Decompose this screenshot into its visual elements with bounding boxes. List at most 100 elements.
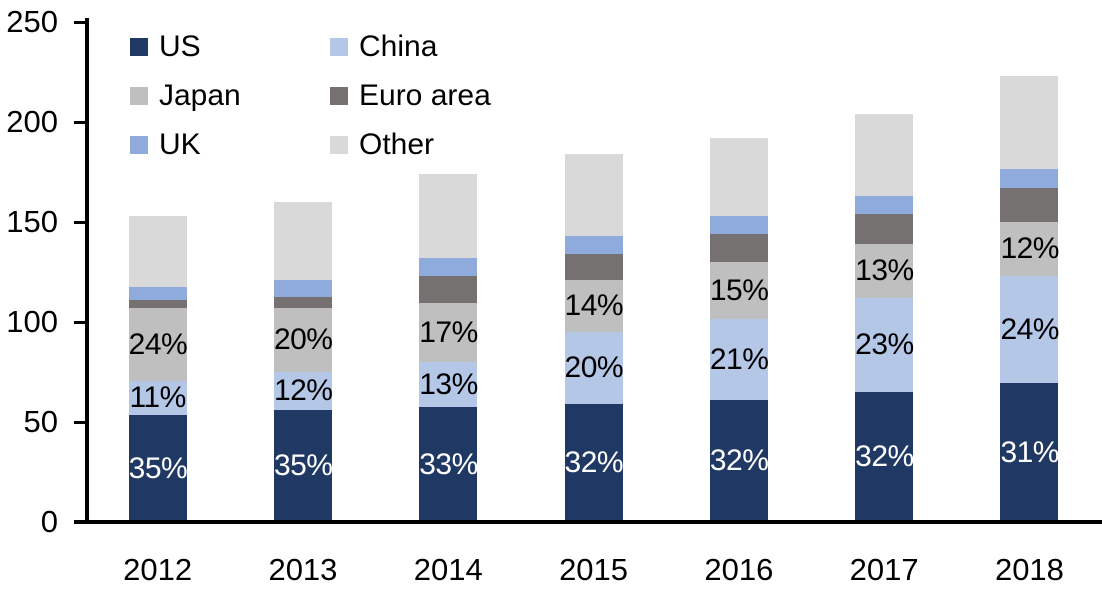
segment-us-2013: 35%	[273, 410, 333, 522]
y-axis-tick	[74, 120, 86, 124]
segment-japan-2018: 12%	[1000, 222, 1059, 276]
segment-uk-2016	[709, 216, 768, 234]
segment-label-china-2018: 24%	[1000, 312, 1059, 346]
segment-label-china-2017: 23%	[855, 328, 914, 361]
segment-euro-area-2017	[855, 214, 914, 244]
segment-uk-2013	[273, 280, 332, 297]
segment-other-2017	[855, 114, 914, 196]
segment-label-china-2016: 21%	[709, 342, 769, 376]
y-axis-tick	[74, 320, 86, 324]
y-axis-tick-label: 150	[6, 204, 58, 239]
y-axis-tick	[74, 20, 86, 24]
segment-uk-2015	[564, 236, 623, 254]
y-axis-tick-label: 250	[6, 4, 58, 39]
segment-japan-2014: 17%	[419, 303, 478, 362]
legend-label-japan: Japan	[159, 78, 241, 112]
y-axis-tick-label: 50	[23, 404, 58, 439]
legend-swatch-euro-area	[330, 86, 348, 105]
legend: US China Japan Euro area UK Other	[130, 22, 491, 169]
y-axis-tick	[74, 420, 86, 424]
segment-china-2013: 12%	[273, 372, 333, 410]
segment-japan-2013: 20%	[273, 308, 333, 372]
segment-other-2013	[273, 202, 332, 280]
legend-item-other: Other	[330, 120, 491, 169]
legend-swatch-us	[130, 37, 148, 56]
segment-label-us-2015: 32%	[564, 446, 624, 479]
segment-us-2015: 32%	[564, 404, 624, 522]
segment-euro-area-2018	[1000, 188, 1059, 222]
legend-label-uk: UK	[159, 127, 201, 161]
legend-item-us: US	[130, 22, 330, 71]
x-axis-label-2018: 2018	[994, 552, 1064, 587]
y-axis-tick	[74, 220, 86, 224]
y-axis-tick-label: 200	[6, 104, 58, 139]
legend-item-euro-area: Euro area	[330, 71, 491, 120]
segment-euro-area-2014	[419, 276, 478, 303]
segment-uk-2017	[855, 196, 914, 214]
segment-japan-2015: 14%	[564, 280, 624, 332]
segment-label-japan-2016: 15%	[709, 273, 769, 307]
legend-label-euro-area: Euro area	[359, 78, 491, 112]
segment-label-china-2013: 12%	[273, 374, 333, 407]
segment-label-japan-2018: 12%	[1000, 232, 1059, 265]
legend-swatch-uk	[130, 135, 148, 154]
segment-label-china-2014: 13%	[419, 367, 478, 401]
legend-item-uk: UK	[130, 120, 330, 169]
legend-label-china: China	[359, 29, 438, 63]
legend-item-japan: Japan	[130, 71, 330, 120]
x-axis-label-2012: 2012	[123, 552, 193, 587]
segment-china-2018: 24%	[1000, 276, 1059, 383]
segment-uk-2012	[128, 287, 187, 300]
segment-china-2015: 20%	[564, 332, 624, 404]
segment-label-us-2016: 32%	[709, 444, 769, 477]
segment-label-japan-2015: 14%	[564, 289, 624, 322]
legend-label-us: US	[159, 29, 201, 63]
x-axis-label-2014: 2014	[413, 552, 483, 587]
segment-label-japan-2012: 24%	[128, 327, 188, 361]
legend-swatch-japan	[130, 86, 148, 105]
segment-label-china-2015: 20%	[564, 351, 624, 384]
segment-china-2012: 11%	[128, 381, 187, 415]
segment-other-2015	[564, 154, 623, 236]
segment-euro-area-2013	[273, 297, 332, 308]
x-axis-baseline	[74, 520, 1102, 524]
segment-china-2017: 23%	[855, 298, 914, 392]
segment-us-2012: 35%	[128, 415, 188, 522]
segment-label-china-2012: 11%	[129, 381, 186, 414]
y-axis-tick-label: 100	[6, 304, 58, 339]
segment-japan-2012: 24%	[128, 308, 188, 381]
legend-swatch-other	[330, 135, 348, 154]
segment-us-2017: 32%	[855, 392, 914, 522]
segment-euro-area-2015	[564, 254, 623, 280]
segment-us-2016: 32%	[709, 400, 769, 522]
segment-china-2014: 13%	[419, 362, 478, 407]
segment-japan-2016: 15%	[709, 262, 769, 319]
x-axis-label-2013: 2013	[268, 552, 338, 587]
segment-other-2018	[1000, 76, 1059, 169]
segment-other-2014	[419, 174, 478, 258]
segment-label-japan-2013: 20%	[273, 323, 333, 356]
x-axis-label-2015: 2015	[559, 552, 629, 587]
segment-uk-2018	[1000, 169, 1059, 188]
segment-label-us-2012: 35%	[128, 451, 188, 485]
segment-us-2018: 31%	[1000, 383, 1059, 522]
segment-label-us-2017: 32%	[855, 440, 914, 473]
segment-euro-area-2012	[128, 300, 187, 308]
segment-us-2014: 33%	[419, 407, 478, 522]
x-axis-label-2016: 2016	[704, 552, 774, 587]
y-axis-tick-label: 0	[40, 504, 58, 539]
legend-label-other: Other	[359, 127, 435, 161]
segment-uk-2014	[419, 258, 478, 276]
segment-other-2012	[128, 216, 187, 287]
segment-japan-2017: 13%	[855, 244, 914, 298]
segment-china-2016: 21%	[709, 319, 769, 400]
segment-label-japan-2017: 13%	[855, 254, 914, 287]
segment-euro-area-2016	[709, 234, 768, 262]
segment-label-us-2018: 31%	[1000, 435, 1059, 469]
segment-label-us-2013: 35%	[273, 449, 333, 482]
segment-other-2016	[709, 138, 768, 216]
legend-swatch-china	[330, 37, 348, 56]
segment-label-japan-2014: 17%	[419, 315, 478, 349]
y-axis-line	[85, 18, 89, 524]
x-axis-label-2017: 2017	[849, 552, 919, 587]
